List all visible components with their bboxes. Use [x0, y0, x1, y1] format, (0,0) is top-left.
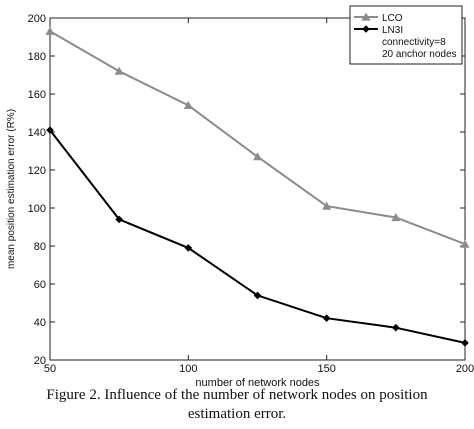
data-point-ln3i [253, 291, 262, 300]
x-tick-label: 150 [317, 363, 335, 375]
y-tick-label: 100 [28, 203, 46, 215]
plot-frame [49, 17, 466, 361]
y-tick-label: 60 [34, 279, 46, 291]
y-tick-label: 80 [34, 241, 46, 253]
x-axis-label: number of network nodes [195, 377, 320, 389]
series-lco [45, 26, 470, 248]
legend-box [349, 5, 463, 65]
figure-caption: Figure 2. Influence of the number of net… [0, 386, 474, 424]
x-tick-label: 200 [456, 363, 474, 375]
y-tick-label: 120 [28, 165, 46, 177]
data-point-ln3i [461, 339, 469, 347]
y-tick-label: 180 [28, 51, 46, 63]
legend-note: 20 anchor nodes [382, 49, 457, 60]
y-tick-label: 40 [34, 317, 46, 329]
y-tick-label: 200 [28, 13, 46, 25]
y-tick-label: 140 [28, 127, 46, 139]
y-axis-label: mean position estimation error (R%) [6, 109, 17, 269]
data-point-ln3i [115, 215, 123, 224]
x-tick-label: 100 [179, 363, 197, 375]
legend-marker-lco [361, 12, 371, 21]
y-tick-label: 20 [34, 355, 46, 367]
legend-label-lco: LCO [382, 13, 403, 24]
x-axis: 50 100 150 200 [44, 18, 474, 375]
series-layer [45, 26, 470, 347]
legend-marker-ln3i [362, 25, 370, 33]
data-point-lco [45, 26, 55, 35]
data-point-lco [183, 100, 193, 109]
data-point-lco [322, 201, 332, 210]
data-point-lco [253, 152, 262, 161]
legend-label-ln3i: LN3I [382, 25, 403, 36]
legend-note: connectivity=8 [382, 37, 446, 48]
series-ln3i [46, 126, 469, 347]
series-line-ln3i [49, 129, 466, 344]
data-point-lco [460, 239, 470, 248]
y-tick-label: 160 [28, 89, 46, 101]
data-point-ln3i [392, 323, 400, 332]
caption-line-1: Figure 2. Influence of the number of net… [46, 387, 428, 403]
y-axis: 20 40 60 80 100 120 140 160 180 200 [28, 13, 465, 367]
data-point-ln3i [322, 314, 331, 322]
caption-line-2: estimation error. [187, 406, 287, 422]
data-point-ln3i [46, 126, 54, 134]
data-point-lco [391, 213, 401, 222]
x-tick-label: 50 [44, 363, 56, 375]
data-point-lco [114, 66, 124, 75]
plot-area [49, 17, 466, 361]
data-point-ln3i [184, 244, 193, 252]
